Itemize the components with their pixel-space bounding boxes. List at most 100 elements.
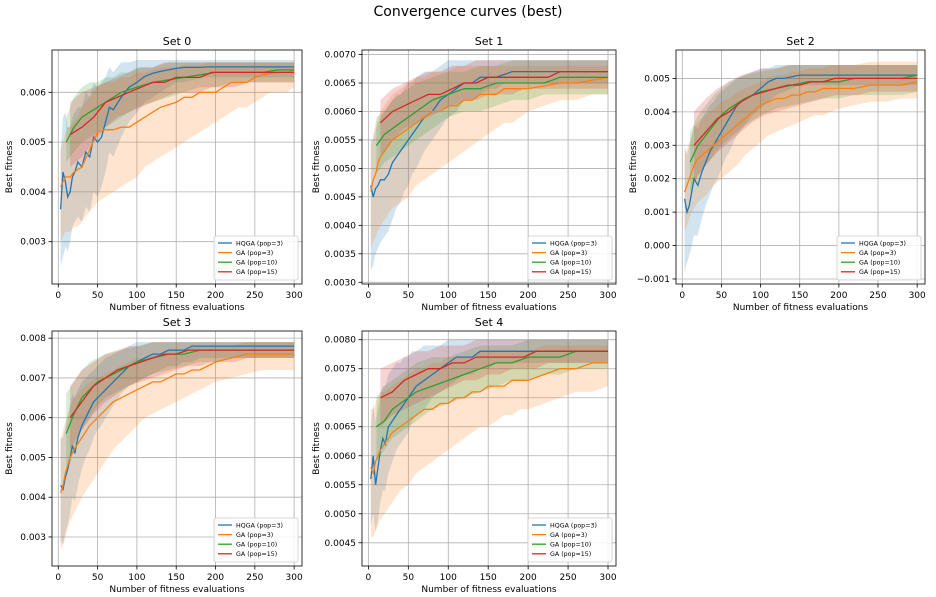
legend-label: GA (pop=15) xyxy=(550,269,591,276)
chart-title: Set 1 xyxy=(475,35,504,48)
legend-label: GA (pop=15) xyxy=(550,551,591,558)
x-tick-label: 300 xyxy=(286,573,303,583)
x-tick-label: 100 xyxy=(440,291,457,301)
series-band-GA10 xyxy=(376,339,608,462)
series-line-HQGA xyxy=(60,345,295,492)
y-tick-label: 0.000 xyxy=(644,242,670,252)
x-tick-label: 150 xyxy=(791,291,808,301)
x-tick-label: 0 xyxy=(55,291,61,301)
series-band-GA10 xyxy=(66,62,295,162)
x-tick-label: 0 xyxy=(366,573,372,583)
y-tick-label: 0.0050 xyxy=(325,164,357,174)
y-tick-label: 0.0075 xyxy=(325,365,357,375)
x-tick-label: 200 xyxy=(207,291,224,301)
y-tick-label: 0.0050 xyxy=(325,510,357,520)
series-band-GA3 xyxy=(370,345,608,537)
series-band-GA3 xyxy=(60,62,295,242)
legend-box xyxy=(213,517,299,563)
series-line-GA3 xyxy=(683,81,918,193)
y-axis-label: Best fitness xyxy=(312,140,322,193)
series-line-HQGA xyxy=(370,70,608,198)
chart-title: Set 0 xyxy=(163,35,192,48)
series-line-GA15 xyxy=(379,70,608,124)
chart-panel: 0 50 100 150 200 250 300 0.003 0.004 0.005 0.006 Se… xyxy=(5,35,303,313)
y-axis-label: Best fitness xyxy=(5,140,15,193)
x-axis-label: Number of fitness evaluations xyxy=(421,585,557,595)
series-band-HQGA xyxy=(60,60,295,267)
x-tick-label: 200 xyxy=(207,573,224,583)
y-tick-label: 0.006 xyxy=(20,414,46,424)
legend: HQGA (pop=3) GA (pop=3) GA (pop=10) GA (pop… xyxy=(527,517,613,563)
legend: HQGA (pop=3) GA (pop=3) GA (pop=10) GA (pop… xyxy=(213,235,299,281)
x-tick-label: 100 xyxy=(128,291,145,301)
y-axis-label: Best fitness xyxy=(312,422,322,475)
figure-title: Convergence curves (best) xyxy=(373,4,563,20)
legend-label: GA (pop=10) xyxy=(236,542,277,549)
x-tick-label: 250 xyxy=(869,291,886,301)
y-tick-label: 0.0035 xyxy=(325,250,357,260)
legend: HQGA (pop=3) GA (pop=3) GA (pop=10) GA (pop… xyxy=(836,235,922,281)
series-line-GA10 xyxy=(375,76,608,146)
series-band-GA3 xyxy=(370,65,608,249)
y-tick-label: 0.0060 xyxy=(325,107,357,117)
series-line-GA3 xyxy=(60,70,295,188)
legend-label: GA (pop=15) xyxy=(236,551,277,558)
x-tick-label: 0 xyxy=(679,291,685,301)
y-tick-label: 0.007 xyxy=(20,374,46,384)
legend-label: GA (pop=10) xyxy=(236,260,277,267)
x-axis-label: Number of fitness evaluations xyxy=(733,303,869,313)
series-band-HQGA xyxy=(60,342,295,545)
x-axis-label: Number of fitness evaluations xyxy=(109,303,245,313)
series-band-GA3 xyxy=(60,342,295,549)
y-tick-label: 0.003 xyxy=(20,533,46,543)
series-line-GA15 xyxy=(380,350,608,399)
plot-area xyxy=(59,60,295,267)
series-line-GA15 xyxy=(693,77,918,146)
y-tick-label: 0.0040 xyxy=(325,221,357,231)
y-tick-label: 0.005 xyxy=(644,74,670,84)
x-axis-label: Number of fitness evaluations xyxy=(421,303,557,313)
legend-label: HQGA (pop=3) xyxy=(550,522,597,529)
y-tick-label: 0.003 xyxy=(20,238,46,248)
legend-label: GA (pop=10) xyxy=(859,260,900,267)
axes-frame xyxy=(675,49,926,285)
y-axis-label: Best fitness xyxy=(629,140,639,193)
plot-area xyxy=(370,60,609,271)
chart-panel: 0 50 100 150 200 250 300 0.0030 0.0035 0.0040 0.00… xyxy=(312,35,617,313)
legend-label: GA (pop=15) xyxy=(236,269,277,276)
axes-frame xyxy=(51,49,303,285)
x-tick-label: 50 xyxy=(92,573,104,583)
series-line-GA3 xyxy=(59,353,295,494)
y-tick-label: 0.008 xyxy=(20,334,46,344)
legend-box xyxy=(213,235,299,281)
series-line-GA15 xyxy=(69,349,295,419)
legend: HQGA (pop=3) GA (pop=3) GA (pop=10) GA (pop… xyxy=(527,235,613,281)
series-line-GA3 xyxy=(370,76,609,192)
x-tick-label: 200 xyxy=(520,291,537,301)
series-band-GA10 xyxy=(690,65,918,193)
series-line-GA10 xyxy=(376,350,608,428)
y-tick-label: 0.0055 xyxy=(325,481,357,491)
plot-area xyxy=(59,342,295,549)
x-tick-label: 0 xyxy=(366,291,372,301)
x-tick-label: 150 xyxy=(480,573,497,583)
x-tick-label: 150 xyxy=(480,291,497,301)
y-tick-label: 0.0060 xyxy=(325,452,357,462)
x-tick-label: 300 xyxy=(599,573,616,583)
y-tick-label: 0.006 xyxy=(20,88,46,98)
plot-area xyxy=(683,61,918,273)
axes-frame xyxy=(361,49,617,285)
x-tick-label: 50 xyxy=(716,291,728,301)
legend-label: GA (pop=10) xyxy=(550,542,591,549)
series-line-HQGA xyxy=(370,350,608,485)
plot-area xyxy=(370,339,608,537)
chart-title: Set 4 xyxy=(475,316,504,329)
y-tick-label: 0.003 xyxy=(644,141,670,151)
x-tick-label: 0 xyxy=(55,573,61,583)
y-tick-label: 0.0070 xyxy=(325,394,357,404)
axes-frame xyxy=(51,330,303,567)
x-tick-label: 100 xyxy=(752,291,769,301)
series-band-GA15 xyxy=(694,65,918,182)
legend-label: GA (pop=3) xyxy=(236,250,273,257)
x-tick-label: 150 xyxy=(168,291,185,301)
